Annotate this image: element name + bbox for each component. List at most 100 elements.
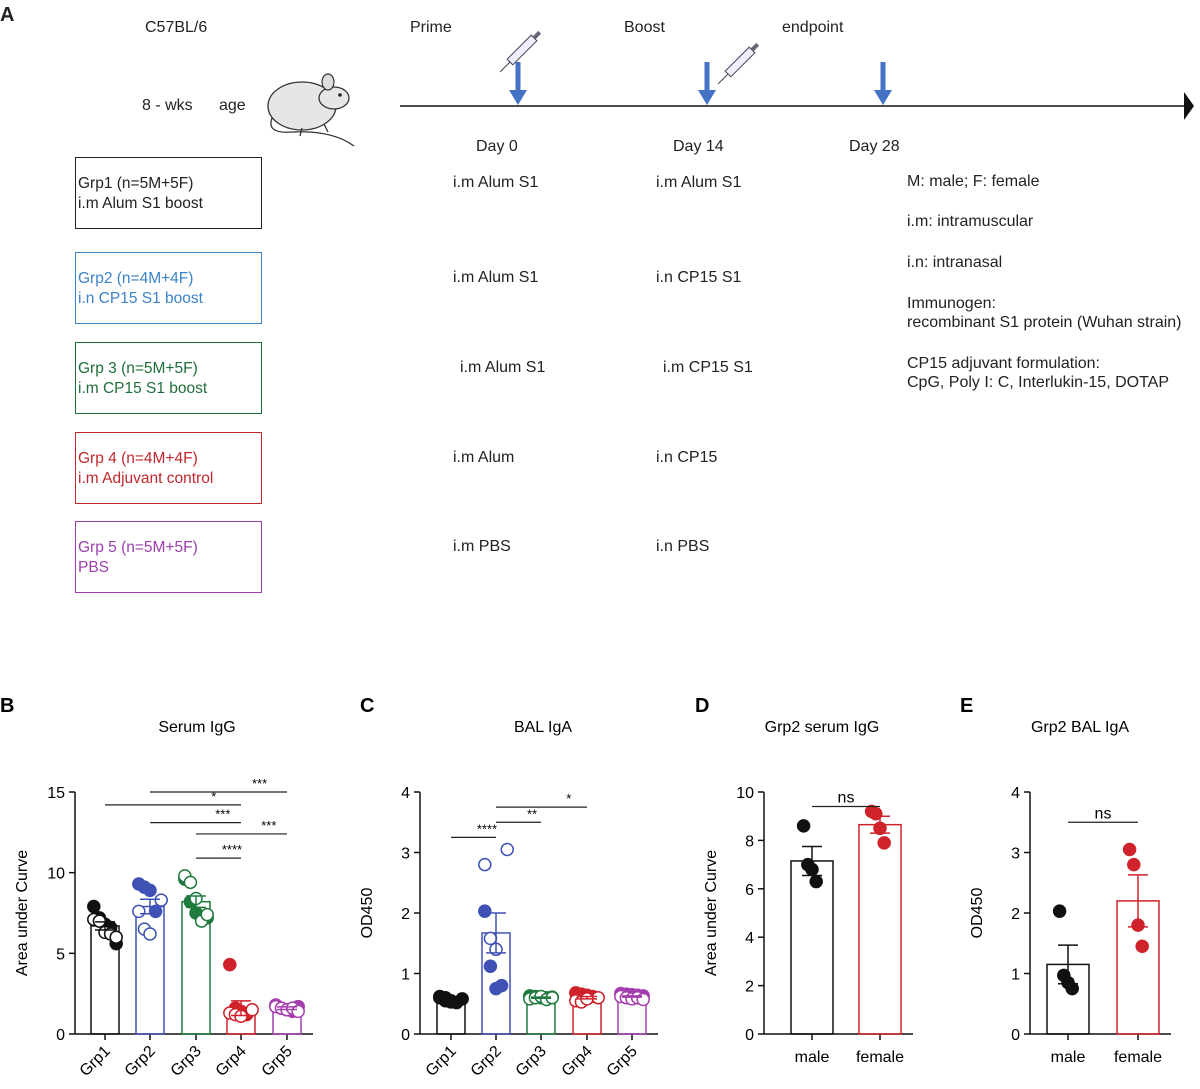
y-tick-label: 6: [745, 882, 754, 899]
chart-title: Grp2 BAL IgA: [1031, 719, 1129, 736]
data-point: [143, 883, 157, 898]
group-prime-treatment: i.m Alum S1: [453, 269, 539, 286]
group-boost-treatment: i.m CP15 S1: [663, 359, 753, 376]
group-box: Grp1 (n=5M+5F) i.m Alum S1 boost: [75, 157, 262, 229]
data-point: [109, 930, 123, 944]
y-tick-label: 2: [745, 979, 754, 996]
panel-letter: E: [960, 695, 973, 717]
y-tick-label: 10: [47, 866, 65, 883]
mouse-age: 8 - wks: [142, 97, 193, 114]
y-axis-label: OD450: [969, 888, 986, 939]
data-point: [494, 978, 509, 993]
data-point: [291, 1004, 305, 1019]
y-tick-label: 4: [1011, 785, 1020, 802]
panel-letter: D: [695, 695, 709, 717]
data-point: [154, 893, 168, 907]
x-tick-label: Grp4: [559, 1043, 596, 1080]
data-point: [1065, 981, 1079, 996]
panel-letter: B: [0, 695, 14, 717]
significance-label: ***: [261, 818, 276, 833]
group-prime-treatment: i.m Alum: [453, 449, 515, 466]
group-boost-treatment: i.n CP15: [656, 449, 718, 466]
timeline-arrowhead: [1184, 92, 1194, 120]
significance-label: **: [527, 806, 537, 821]
significance-label: ***: [252, 776, 267, 791]
chart-e: E Grp2 BAL IgA 0 1 2 3 4 OD450 male female ns: [960, 695, 1171, 1066]
mouse-icon: [267, 73, 355, 147]
day-label: Day 28: [849, 138, 900, 155]
x-tick-label: Grp1: [77, 1043, 114, 1080]
x-tick-label: female: [1114, 1049, 1162, 1066]
data-point: [1135, 939, 1149, 954]
y-tick-label: 0: [56, 1027, 65, 1044]
y-tick-label: 3: [401, 846, 410, 863]
x-tick-label: male: [795, 1049, 830, 1066]
data-point: [877, 836, 891, 850]
y-axis-label: OD450: [359, 888, 376, 939]
syringe-icon: [499, 30, 542, 73]
group-title: Grp1 (n=5M+5F): [78, 175, 194, 192]
data-point: [1127, 857, 1141, 872]
significance-label: ****: [222, 842, 242, 857]
data-point: [223, 957, 237, 972]
data-point: [796, 819, 811, 833]
x-tick-label: Grp4: [213, 1043, 250, 1080]
boost-label: Boost: [624, 19, 665, 36]
group-title: Grp2 (n=4M+4F): [78, 270, 194, 287]
data-point: [87, 899, 101, 914]
group-boost-treatment: i.n PBS: [656, 538, 710, 555]
prime-label: Prime: [410, 19, 452, 36]
significance-label: ***: [215, 807, 230, 822]
data-point: [148, 904, 163, 919]
data-point: [143, 927, 157, 941]
group-boost-treatment: i.n CP15 S1: [656, 269, 742, 286]
group-box: Grp2 (n=4M+4F) i.n CP15 S1 boost: [75, 252, 262, 324]
data-point: [483, 959, 498, 973]
y-tick-label: 1: [1011, 967, 1020, 984]
endpoint-label: endpoint: [782, 19, 844, 36]
significance-label: *: [211, 789, 216, 804]
group-title: Grp 5 (n=5M+5F): [78, 539, 198, 556]
legend-adjuvant-title: CP15 adjuvant formulation:: [907, 355, 1100, 372]
legend-sex: M: male; F: female: [907, 173, 1040, 190]
group-description: i.m CP15 S1 boost: [78, 380, 208, 397]
x-tick-label: Grp2: [122, 1043, 159, 1080]
day-arrowhead: [698, 90, 716, 105]
group-box: Grp 3 (n=5M+5F) i.m CP15 S1 boost: [75, 342, 262, 414]
legend-immunogen: recombinant S1 protein (Wuhan strain): [907, 314, 1182, 331]
y-axis-label: Area under Curve: [14, 850, 31, 976]
group-prime-treatment: i.m Alum S1: [453, 174, 539, 191]
group-title: Grp 4 (n=4M+4F): [78, 450, 198, 467]
x-tick-label: Grp1: [423, 1043, 460, 1080]
group-description: i.m Alum S1 boost: [78, 195, 203, 212]
data-point: [500, 842, 514, 857]
group-description: i.m Adjuvant control: [78, 470, 214, 487]
day-label: Day 14: [673, 138, 724, 155]
x-tick-label: female: [856, 1049, 904, 1066]
y-tick-label: 2: [1011, 906, 1020, 923]
significance-label: ns: [838, 790, 855, 807]
data-point: [132, 904, 146, 919]
group-description: PBS: [78, 559, 110, 576]
chart-d: D Grp2 serum IgG 0 2 4 6 8 10 Area under Curve ma…: [695, 695, 913, 1066]
legend-in: i.n: intranasal: [907, 254, 1003, 271]
x-tick-label: Grp2: [468, 1043, 505, 1080]
group-description: i.n CP15 S1 boost: [78, 290, 203, 307]
x-tick-label: Grp5: [604, 1043, 641, 1080]
chart-title: Grp2 serum IgG: [765, 719, 880, 736]
data-point: [1052, 904, 1067, 918]
bar: [858, 823, 902, 1035]
significance-label: ****: [477, 821, 497, 836]
y-tick-label: 15: [47, 785, 65, 802]
legend-adjuvant: CpG, Poly I: C, Interlukin-15, DOTAP: [907, 374, 1170, 391]
y-tick-label: 3: [1011, 846, 1020, 863]
data-point: [591, 990, 605, 1005]
syringe-icon: [717, 42, 760, 85]
y-tick-label: 4: [745, 930, 754, 947]
group-prime-treatment: i.m Alum S1: [460, 359, 546, 376]
chart-b: B Serum IgG 0 5 10 15 Area under Curve Grp1 Grp2…: [0, 695, 313, 1080]
y-tick-label: 0: [401, 1027, 410, 1044]
y-axis-label: Area under Curve: [703, 850, 720, 976]
